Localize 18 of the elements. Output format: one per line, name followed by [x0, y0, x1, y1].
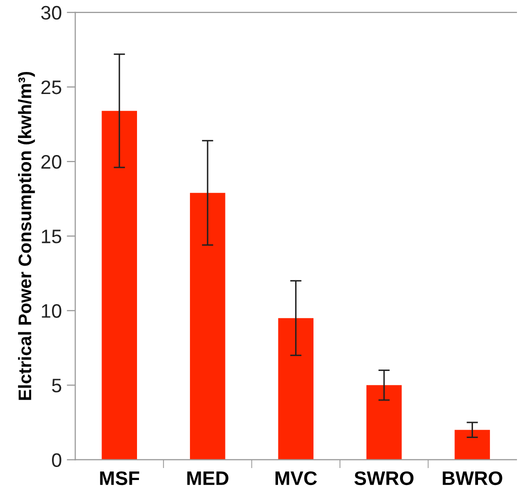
- bar: [278, 318, 314, 460]
- x-tick-label: MSF: [100, 471, 140, 486]
- y-tick-label: 25: [41, 80, 62, 94]
- x-tick-label: MED: [187, 472, 228, 485]
- y-tick-label: 0: [52, 453, 62, 467]
- bar: [190, 192, 226, 460]
- y-tick-label: 5: [52, 378, 62, 392]
- x-tick-label: MVC: [276, 471, 317, 486]
- bar: [366, 385, 402, 460]
- bar: [102, 110, 138, 460]
- y-axis-title: Elctrical Power Consumption (kwh/m³): [18, 72, 35, 400]
- y-tick-label: 10: [42, 304, 62, 318]
- y-tick-label: 15: [42, 230, 62, 244]
- x-tick-label: SWRO: [354, 471, 414, 486]
- y-tick-label: 30: [41, 6, 62, 20]
- y-tick-label: 20: [41, 154, 62, 169]
- x-tick-label: BWRO: [442, 471, 502, 486]
- bar: [454, 430, 490, 460]
